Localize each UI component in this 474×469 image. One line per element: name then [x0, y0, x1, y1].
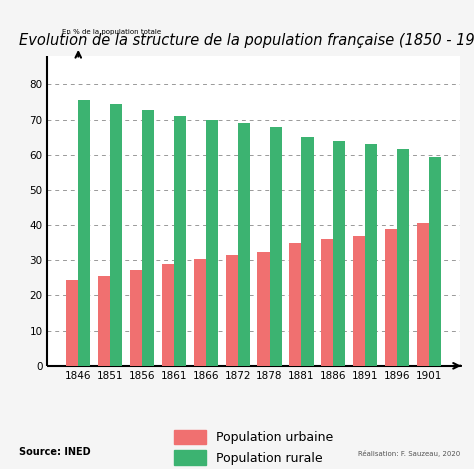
Bar	[142, 110, 154, 366]
Bar	[353, 236, 365, 366]
Bar	[226, 255, 237, 366]
Bar	[397, 150, 409, 366]
Bar	[333, 141, 346, 366]
Bar	[301, 137, 313, 366]
Text: Source: INED: Source: INED	[19, 447, 91, 457]
Text: En % de la population totale: En % de la population totale	[62, 29, 162, 35]
Bar	[78, 100, 91, 366]
Bar	[130, 270, 142, 366]
Bar	[257, 251, 270, 366]
Text: Réalisation: F. Sauzeau, 2020: Réalisation: F. Sauzeau, 2020	[357, 450, 460, 457]
Bar	[174, 116, 186, 366]
Bar	[98, 276, 110, 366]
Bar	[237, 123, 250, 366]
Bar	[270, 127, 282, 366]
Legend: Population urbaine, Population rurale: Population urbaine, Population rurale	[168, 424, 339, 469]
Bar	[365, 144, 377, 366]
Bar	[66, 280, 78, 366]
Bar	[321, 239, 333, 366]
Bar	[110, 104, 122, 366]
Bar	[162, 264, 174, 366]
Bar	[206, 120, 218, 366]
Bar	[289, 243, 301, 366]
Bar	[429, 157, 441, 366]
Bar	[194, 258, 206, 366]
Bar	[417, 223, 429, 366]
Bar	[385, 229, 397, 366]
Text: Evolution de la structure de la population française (1850 - 1900): Evolution de la structure de la populati…	[19, 33, 474, 48]
